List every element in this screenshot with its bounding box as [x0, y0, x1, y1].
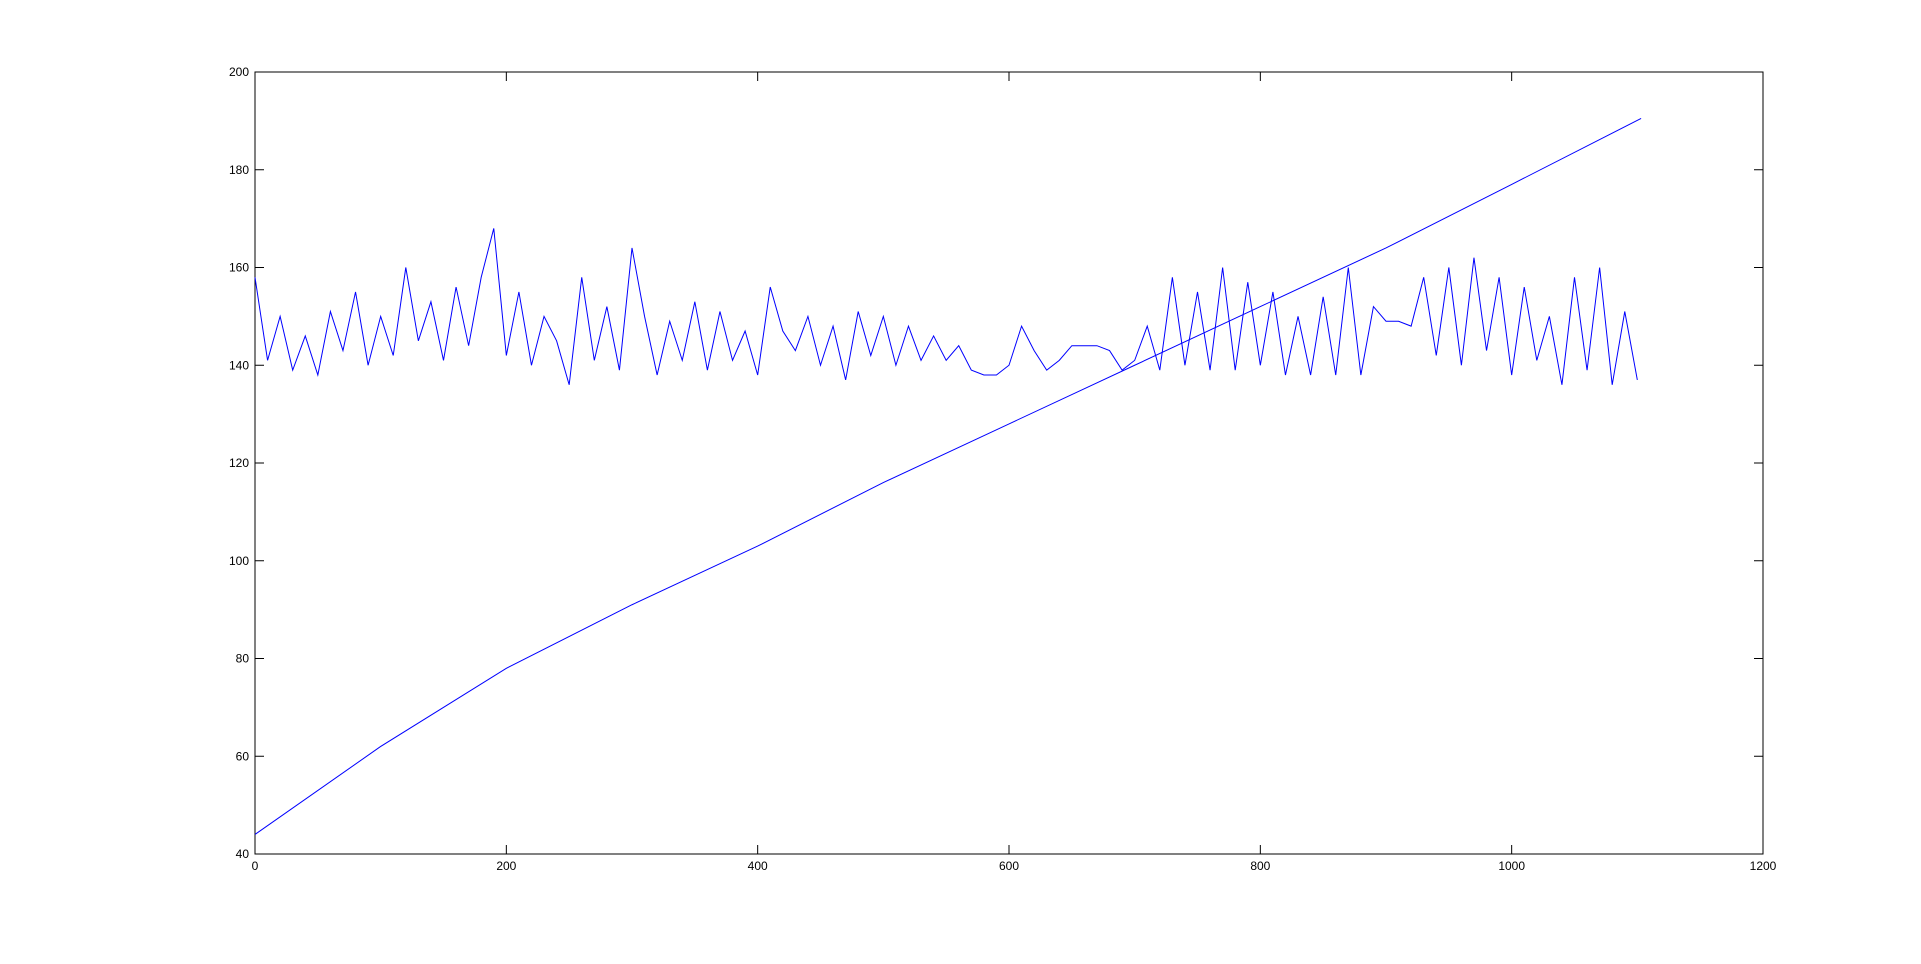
y-tick-label: 120	[229, 456, 249, 470]
x-tick-label: 600	[999, 859, 1019, 873]
x-tick-label: 1200	[1750, 859, 1777, 873]
y-tick-label: 160	[229, 261, 249, 275]
x-tick-label: 200	[496, 859, 516, 873]
y-tick-label: 140	[229, 358, 249, 372]
x-tick-label: 400	[748, 859, 768, 873]
x-tick-label: 0	[252, 859, 259, 873]
y-tick-label: 200	[229, 65, 249, 79]
x-tick-label: 800	[1250, 859, 1270, 873]
y-tick-label: 180	[229, 163, 249, 177]
data-line	[254, 228, 1638, 385]
plot-area	[254, 71, 1764, 855]
data-line	[254, 117, 1642, 835]
y-tick-label: 100	[229, 554, 249, 568]
y-tick-label: 40	[236, 847, 250, 861]
y-tick-label: 60	[236, 749, 250, 763]
y-tick-label: 80	[236, 652, 250, 666]
x-tick-label: 1000	[1498, 859, 1525, 873]
